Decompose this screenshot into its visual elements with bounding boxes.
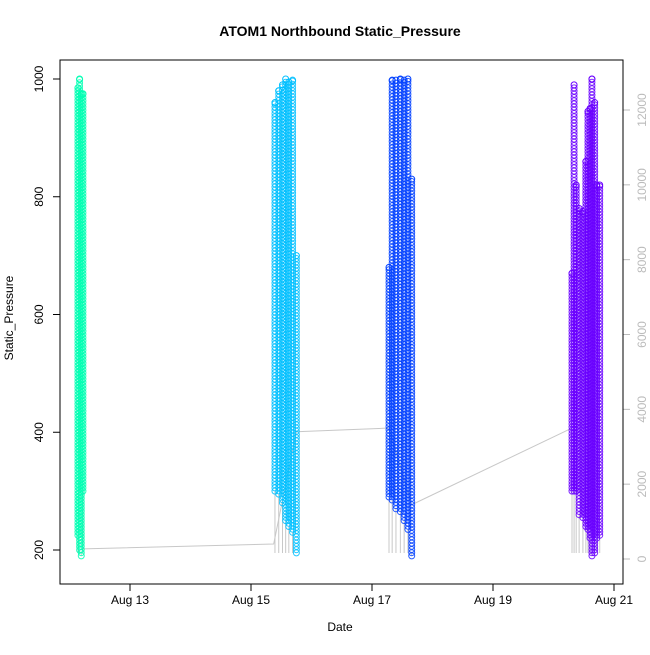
y2-tick-label: 2000 — [635, 470, 649, 497]
series-1 — [74, 75, 87, 560]
data-point — [388, 80, 396, 88]
data-point — [271, 99, 279, 107]
data-point — [400, 81, 408, 89]
x-axis-label: Date — [327, 620, 353, 634]
x-tick-label: Aug 13 — [111, 593, 149, 607]
data-point — [596, 186, 604, 194]
data-point — [572, 183, 580, 191]
data-point — [76, 75, 84, 83]
data-point — [285, 78, 293, 86]
data-point — [570, 84, 578, 92]
data-point — [404, 77, 412, 85]
y2-tick-label: 4000 — [635, 396, 649, 423]
data-point — [289, 76, 297, 84]
data-point — [292, 255, 300, 262]
data-point — [596, 181, 604, 189]
secondary-series-line — [82, 427, 573, 550]
series-2 — [271, 75, 300, 557]
data-point — [289, 80, 297, 88]
data-point — [591, 101, 599, 109]
data-point — [572, 186, 580, 194]
data-point — [591, 99, 599, 107]
data-point — [79, 90, 87, 98]
data-point — [588, 75, 596, 83]
data-point — [572, 181, 580, 189]
y-tick-label: 800 — [32, 186, 46, 206]
series-4 — [568, 75, 604, 560]
data-point — [79, 94, 87, 101]
data-point — [275, 90, 283, 98]
x-tick-label: Aug 17 — [353, 593, 391, 607]
y-tick-label: 200 — [32, 540, 46, 560]
axes: Aug 13 Aug 15 Aug 17 Aug 19 Aug 21 200 400 600 8… — [32, 65, 649, 607]
x-tick-label: Aug 21 — [595, 593, 633, 607]
y-tick-label: 400 — [32, 422, 46, 442]
data-point — [74, 84, 82, 92]
x-tick-label: Aug 15 — [232, 593, 270, 607]
data-point — [408, 175, 416, 183]
y2-tick-label: 0 — [635, 555, 649, 562]
plot-frame — [59, 59, 624, 585]
data-point — [588, 78, 596, 86]
plot-marks — [74, 75, 604, 560]
chart-title: ATOM1 Northbound Static_Pressure — [219, 23, 461, 39]
data-point — [404, 75, 412, 83]
y2-tick-label: 12000 — [635, 93, 649, 127]
series-3 — [385, 75, 416, 560]
data-point — [570, 81, 578, 89]
data-point — [76, 79, 84, 87]
x-tick-label: Aug 19 — [474, 593, 512, 607]
data-point — [400, 76, 408, 84]
y-axis-label: Static_Pressure — [2, 275, 16, 360]
y2-tick-label: 6000 — [635, 321, 649, 348]
data-point — [408, 178, 416, 185]
y2-tick-label: 10000 — [635, 168, 649, 202]
y-tick-label: 1000 — [32, 65, 46, 92]
y2-tick-label: 8000 — [635, 246, 649, 273]
data-point — [292, 252, 300, 260]
y-tick-label: 600 — [32, 304, 46, 324]
